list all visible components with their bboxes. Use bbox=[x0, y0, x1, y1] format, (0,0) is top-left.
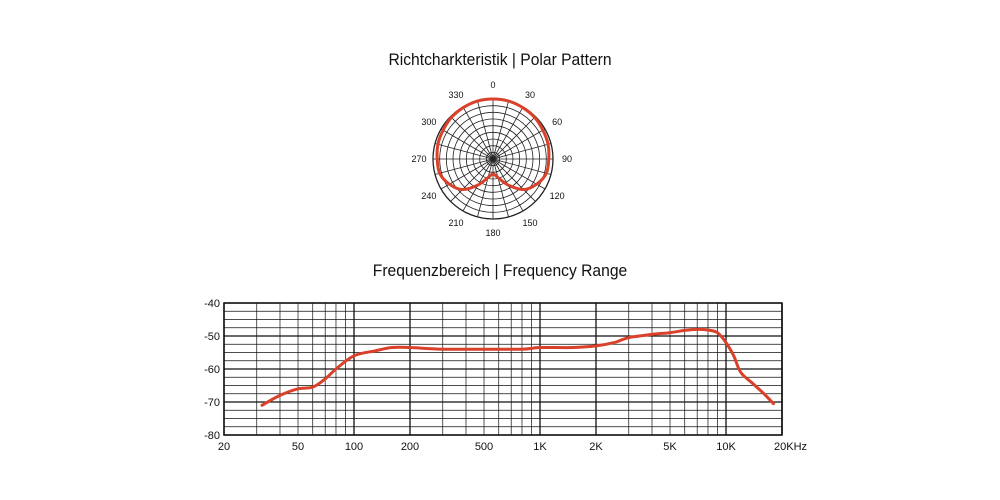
polar-grid-spoke bbox=[492, 128, 546, 160]
polar-grid-spoke bbox=[492, 116, 536, 160]
freq-x-tick-label: 20KHz bbox=[774, 441, 807, 453]
freq-x-tick-label: 50 bbox=[292, 441, 304, 453]
polar-chart: 0 30 60 90 120 150 180 210 240 270 300 330 bbox=[411, 80, 572, 238]
freq-x-tick-label: 2K bbox=[589, 441, 603, 453]
polar-angle-label: 300 bbox=[421, 117, 436, 127]
freq-plot-frame bbox=[223, 302, 783, 436]
freq-x-tick-label: 20 bbox=[218, 441, 230, 453]
polar-grid-spoke bbox=[462, 106, 494, 160]
freq-y-tick-label: -60 bbox=[204, 364, 220, 376]
polar-angle-label: 30 bbox=[525, 90, 535, 100]
polar-grid-spoke bbox=[492, 143, 552, 160]
polar-grid-spoke bbox=[492, 158, 536, 202]
polar-response-line bbox=[435, 97, 551, 192]
freq-y-tick-label: -80 bbox=[204, 430, 220, 442]
polar-angle-label: 90 bbox=[562, 154, 572, 164]
frequency-chart-title: Frequenzbereich | Frequency Range bbox=[372, 261, 628, 280]
polar-grid-spoke bbox=[434, 143, 494, 160]
freq-y-tick-label: -50 bbox=[204, 331, 220, 343]
freq-response-line bbox=[260, 327, 775, 407]
polar-angle-label: 240 bbox=[421, 191, 436, 201]
polar-grid-spoke bbox=[492, 106, 524, 160]
freq-x-tick-label: 5K bbox=[663, 441, 677, 453]
freq-x-tick-label: 500 bbox=[475, 441, 493, 453]
freq-y-tick-label: -70 bbox=[204, 397, 220, 409]
polar-grid-spoke bbox=[492, 100, 509, 160]
polar-grid-spoke bbox=[434, 158, 494, 175]
polar-angle-label: 330 bbox=[448, 90, 463, 100]
polar-grid-spoke bbox=[450, 116, 494, 160]
polar-angle-label: 180 bbox=[485, 228, 500, 238]
freq-x-tick-label: 200 bbox=[401, 441, 419, 453]
polar-angle-label: 210 bbox=[448, 218, 463, 228]
polar-angle-label: 270 bbox=[411, 154, 426, 164]
polar-grid-spoke bbox=[477, 100, 494, 160]
polar-grid-spoke bbox=[492, 158, 509, 218]
polar-angle-label: 60 bbox=[552, 117, 562, 127]
polar-grid-spoke bbox=[477, 158, 494, 218]
polar-grid-spoke bbox=[440, 128, 494, 160]
polar-grid-spoke bbox=[450, 158, 494, 202]
polar-angle-label: 150 bbox=[522, 218, 537, 228]
freq-y-tick-label: -40 bbox=[204, 298, 220, 310]
polar-chart-title: Richtcharkteristik | Polar Pattern bbox=[388, 50, 612, 69]
polar-angle-label: 120 bbox=[550, 191, 565, 201]
freq-x-tick-label: 100 bbox=[345, 441, 363, 453]
polar-angle-label: 0 bbox=[490, 80, 495, 90]
polar-grid-spoke bbox=[492, 158, 552, 175]
freq-x-tick-label: 10K bbox=[716, 441, 736, 453]
freq-x-tick-label: 1K bbox=[533, 441, 547, 453]
